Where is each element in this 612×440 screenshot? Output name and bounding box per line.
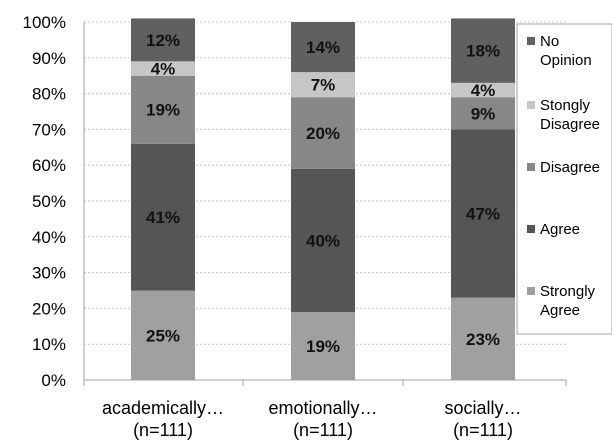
y-tick-label: 50%: [32, 192, 66, 211]
legend-label: No: [540, 33, 559, 50]
y-tick-label: 100%: [23, 13, 66, 32]
bar-segment: [131, 75, 195, 144]
legend-label: Disagree: [540, 159, 600, 176]
legend-label: Opinion: [540, 52, 592, 69]
bar-segment: [291, 72, 355, 98]
data-label: 19%: [306, 337, 340, 356]
data-label: 7%: [311, 76, 336, 95]
data-label: 12%: [146, 31, 180, 50]
x-category-label: (n=111): [133, 420, 193, 440]
data-label: 20%: [306, 124, 340, 143]
axes: 0% 10% 20% 30% 40% 50% 60% 70% 80% 90% 100% academi…: [23, 13, 567, 440]
data-label: 47%: [466, 205, 500, 224]
x-category-label: (n=111): [293, 420, 353, 440]
y-tick-label: 20%: [32, 299, 66, 318]
data-label: 4%: [151, 60, 176, 79]
data-labels: 25% 41% 19% 4% 12% 19% 40% 20% 7% 14% 23% 47% 9% 4% 18…: [146, 31, 500, 356]
data-label: 4%: [471, 81, 496, 100]
legend-label: Disagree: [540, 116, 600, 133]
bar-segment: [131, 18, 195, 62]
y-tick-label: 40%: [32, 228, 66, 247]
data-label: 14%: [306, 38, 340, 57]
y-tick-label: 70%: [32, 120, 66, 139]
legend-label: Strongly: [540, 283, 596, 300]
data-label: 40%: [306, 231, 340, 250]
bar-segment: [451, 297, 515, 380]
legend-box: [516, 23, 612, 335]
y-tick-label: 90%: [32, 49, 66, 68]
bars: [131, 18, 515, 380]
legend-swatch: [527, 287, 535, 295]
data-label: 23%: [466, 330, 500, 349]
legend-swatch: [527, 101, 535, 109]
bar-segment: [291, 311, 355, 380]
bar-segment: [451, 97, 515, 130]
legend-label: Agree: [540, 302, 580, 319]
bar-segment: [131, 61, 195, 76]
y-tick-label: 10%: [32, 335, 66, 354]
bar-segment: [451, 82, 515, 98]
bar-segment: [131, 143, 195, 291]
legend-swatch: [527, 225, 535, 233]
y-tick-label: 80%: [32, 85, 66, 104]
legend-label: Stongly: [540, 97, 591, 114]
legend-swatch: [527, 163, 535, 171]
data-label: 18%: [466, 42, 500, 61]
data-label: 19%: [146, 101, 180, 120]
legend: No Opinion Stongly Disagree Disagree Agree Str…: [516, 23, 612, 335]
y-tick-label: 60%: [32, 156, 66, 175]
y-tick-label: 0%: [41, 371, 66, 390]
x-category-label: (n=111): [453, 420, 513, 440]
bar-segment: [451, 129, 515, 298]
bar-segment: [291, 168, 355, 312]
bar-segment: [131, 290, 195, 380]
y-tick-label: 30%: [32, 264, 66, 283]
data-label: 25%: [146, 326, 180, 345]
legend-label: Agree: [540, 221, 580, 238]
data-label: 9%: [471, 104, 496, 123]
x-category-label: socially…: [444, 398, 521, 418]
data-label: 41%: [146, 208, 180, 227]
bar-segment: [291, 22, 355, 73]
bar-segment: [291, 97, 355, 169]
x-category-label: emotionally…: [268, 398, 377, 418]
legend-swatch: [527, 37, 535, 45]
x-category-label: academically…: [102, 398, 224, 418]
bar-segment: [451, 18, 515, 83]
